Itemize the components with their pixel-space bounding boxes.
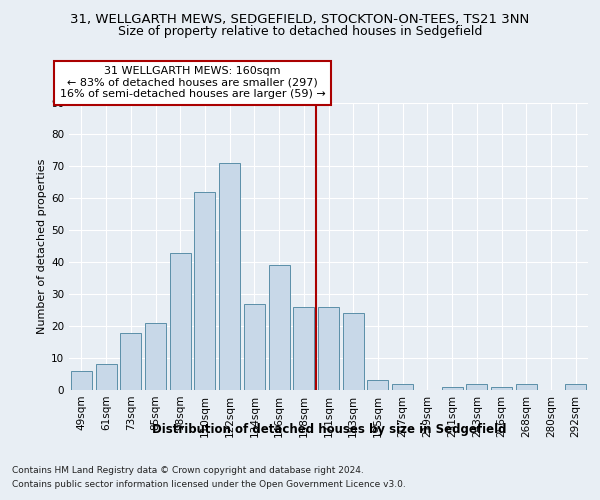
Bar bbox=[442, 387, 463, 390]
Bar bbox=[145, 323, 166, 390]
Bar bbox=[244, 304, 265, 390]
Bar bbox=[170, 252, 191, 390]
Bar bbox=[95, 364, 116, 390]
Bar bbox=[516, 384, 537, 390]
Bar bbox=[466, 384, 487, 390]
Bar bbox=[491, 387, 512, 390]
Bar bbox=[194, 192, 215, 390]
Text: Size of property relative to detached houses in Sedgefield: Size of property relative to detached ho… bbox=[118, 25, 482, 38]
Bar bbox=[565, 384, 586, 390]
Text: 31 WELLGARTH MEWS: 160sqm
← 83% of detached houses are smaller (297)
16% of semi: 31 WELLGARTH MEWS: 160sqm ← 83% of detac… bbox=[59, 66, 325, 100]
Bar bbox=[269, 266, 290, 390]
Text: Contains public sector information licensed under the Open Government Licence v3: Contains public sector information licen… bbox=[12, 480, 406, 489]
Bar bbox=[367, 380, 388, 390]
Bar bbox=[120, 332, 141, 390]
Bar bbox=[219, 163, 240, 390]
Bar bbox=[318, 307, 339, 390]
Text: Contains HM Land Registry data © Crown copyright and database right 2024.: Contains HM Land Registry data © Crown c… bbox=[12, 466, 364, 475]
Y-axis label: Number of detached properties: Number of detached properties bbox=[37, 158, 47, 334]
Bar bbox=[71, 371, 92, 390]
Bar bbox=[392, 384, 413, 390]
Bar bbox=[293, 307, 314, 390]
Bar bbox=[343, 314, 364, 390]
Text: 31, WELLGARTH MEWS, SEDGEFIELD, STOCKTON-ON-TEES, TS21 3NN: 31, WELLGARTH MEWS, SEDGEFIELD, STOCKTON… bbox=[70, 12, 530, 26]
Text: Distribution of detached houses by size in Sedgefield: Distribution of detached houses by size … bbox=[152, 422, 506, 436]
